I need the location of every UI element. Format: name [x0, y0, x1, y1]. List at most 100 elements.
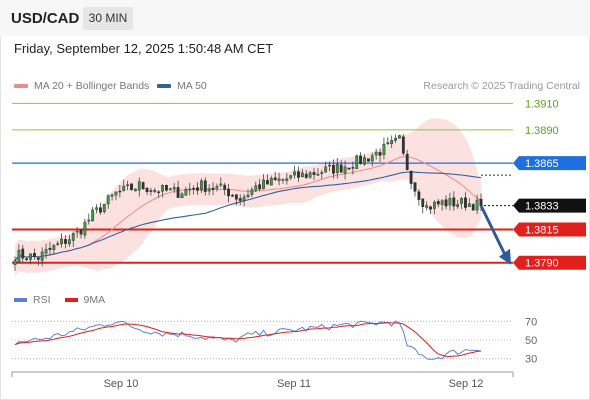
- candle-body: [297, 171, 300, 178]
- level-tag-1.3833: [513, 198, 586, 213]
- candle-body: [254, 185, 258, 191]
- candle-body: [390, 140, 394, 144]
- x-tick-label: Sep 11: [277, 378, 311, 390]
- candle-body: [87, 219, 91, 222]
- ma9-swatch: [64, 298, 78, 302]
- candle-body: [192, 187, 196, 190]
- candle-body: [335, 163, 339, 173]
- candle-body: [75, 230, 79, 233]
- candle-body: [223, 184, 227, 190]
- ma20-label: MA 20 + Bollinger Bands: [34, 80, 150, 92]
- timeframe-button[interactable]: 30 MIN: [83, 7, 133, 30]
- candle-body: [207, 188, 211, 192]
- candle-body: [79, 229, 83, 235]
- candle-body: [172, 187, 176, 190]
- candle-body: [269, 178, 273, 186]
- level-label-1.3865: 1.3865: [525, 158, 559, 170]
- candle-body: [102, 203, 106, 212]
- candle-body: [262, 179, 265, 189]
- forecast-arrow-line: [479, 204, 507, 256]
- candle-body: [33, 253, 36, 257]
- candle-body: [452, 197, 456, 207]
- x-tick-label: Sep 10: [104, 378, 139, 390]
- candle-body: [29, 253, 32, 260]
- candle-body: [289, 175, 293, 179]
- candle-body: [40, 251, 44, 261]
- candle-body: [215, 186, 219, 189]
- candle-body: [99, 207, 102, 213]
- rsi-legend: RSI 9MA: [14, 294, 119, 306]
- candle-body: [242, 196, 246, 201]
- candle-body: [110, 194, 114, 197]
- candle-body: [203, 180, 207, 192]
- candle-body: [398, 135, 401, 139]
- level-label-1.3910: 1.3910: [525, 98, 559, 110]
- candle-body: [180, 193, 184, 199]
- candle-body: [405, 153, 409, 170]
- candle-body: [141, 182, 145, 189]
- candle-body: [475, 199, 479, 211]
- candle-body: [114, 191, 118, 196]
- candle-body: [421, 198, 425, 207]
- candle-body: [467, 203, 471, 207]
- candle-body: [71, 233, 75, 241]
- candle-body: [304, 173, 308, 178]
- candle-body: [161, 185, 164, 192]
- candle-body: [386, 142, 390, 145]
- candle-body: [25, 258, 29, 260]
- level-tag-1.3790: [513, 255, 586, 270]
- forecast-arrow-head: [499, 248, 511, 265]
- candle-body: [300, 172, 304, 178]
- rsi-swatch: [14, 298, 27, 302]
- candle-body: [413, 182, 417, 192]
- candle-body: [347, 167, 351, 170]
- candle-body: [130, 183, 133, 191]
- candle-body: [401, 136, 405, 154]
- candle-body: [149, 190, 153, 192]
- candle-body: [409, 170, 413, 184]
- ma9-label: 9MA: [83, 294, 106, 306]
- candle-body: [448, 198, 452, 206]
- rsi-ma9-line: [14, 322, 482, 358]
- candle-body: [196, 187, 199, 191]
- candle-body: [366, 158, 370, 162]
- candle-body: [374, 151, 378, 156]
- candle-body: [273, 177, 277, 181]
- candle-body: [106, 195, 110, 205]
- candle-body: [184, 189, 188, 196]
- candle-body: [464, 197, 467, 208]
- candle-body: [168, 188, 172, 191]
- candle-body: [378, 152, 382, 156]
- header-bar: USD/CAD 30 MIN: [0, 0, 590, 36]
- level-tag-1.3865: [513, 156, 586, 171]
- candle-body: [293, 171, 296, 176]
- candle-body: [250, 189, 254, 195]
- candle-body: [188, 188, 192, 191]
- candle-body: [277, 178, 281, 181]
- rsi-label: RSI: [33, 294, 51, 306]
- candle-body: [48, 247, 52, 250]
- candle-body: [312, 172, 316, 175]
- candle-body: [91, 209, 95, 221]
- candle-body: [133, 188, 137, 192]
- candle-body: [36, 257, 40, 260]
- candle-body: [429, 206, 432, 210]
- candle-body: [281, 179, 285, 181]
- candle-body: [231, 195, 234, 197]
- candle-body: [324, 166, 328, 173]
- candle-body: [44, 249, 48, 254]
- candle-body: [343, 166, 347, 174]
- candle-body: [339, 164, 343, 173]
- candle-body: [440, 200, 444, 205]
- candle-body: [479, 198, 483, 206]
- candle-body: [363, 157, 366, 165]
- rsi-tick-50: 50: [525, 335, 537, 347]
- legend-ma50: MA 50: [157, 80, 207, 92]
- symbol-label: USD/CAD: [11, 10, 80, 27]
- x-tick-label: Sep 12: [449, 378, 484, 390]
- candle-body: [56, 243, 60, 245]
- candle-body: [122, 185, 126, 192]
- rsi-tick-70: 70: [525, 316, 537, 328]
- legend-ma20: MA 20 + Bollinger Bands: [14, 80, 149, 92]
- candle-body: [199, 180, 203, 191]
